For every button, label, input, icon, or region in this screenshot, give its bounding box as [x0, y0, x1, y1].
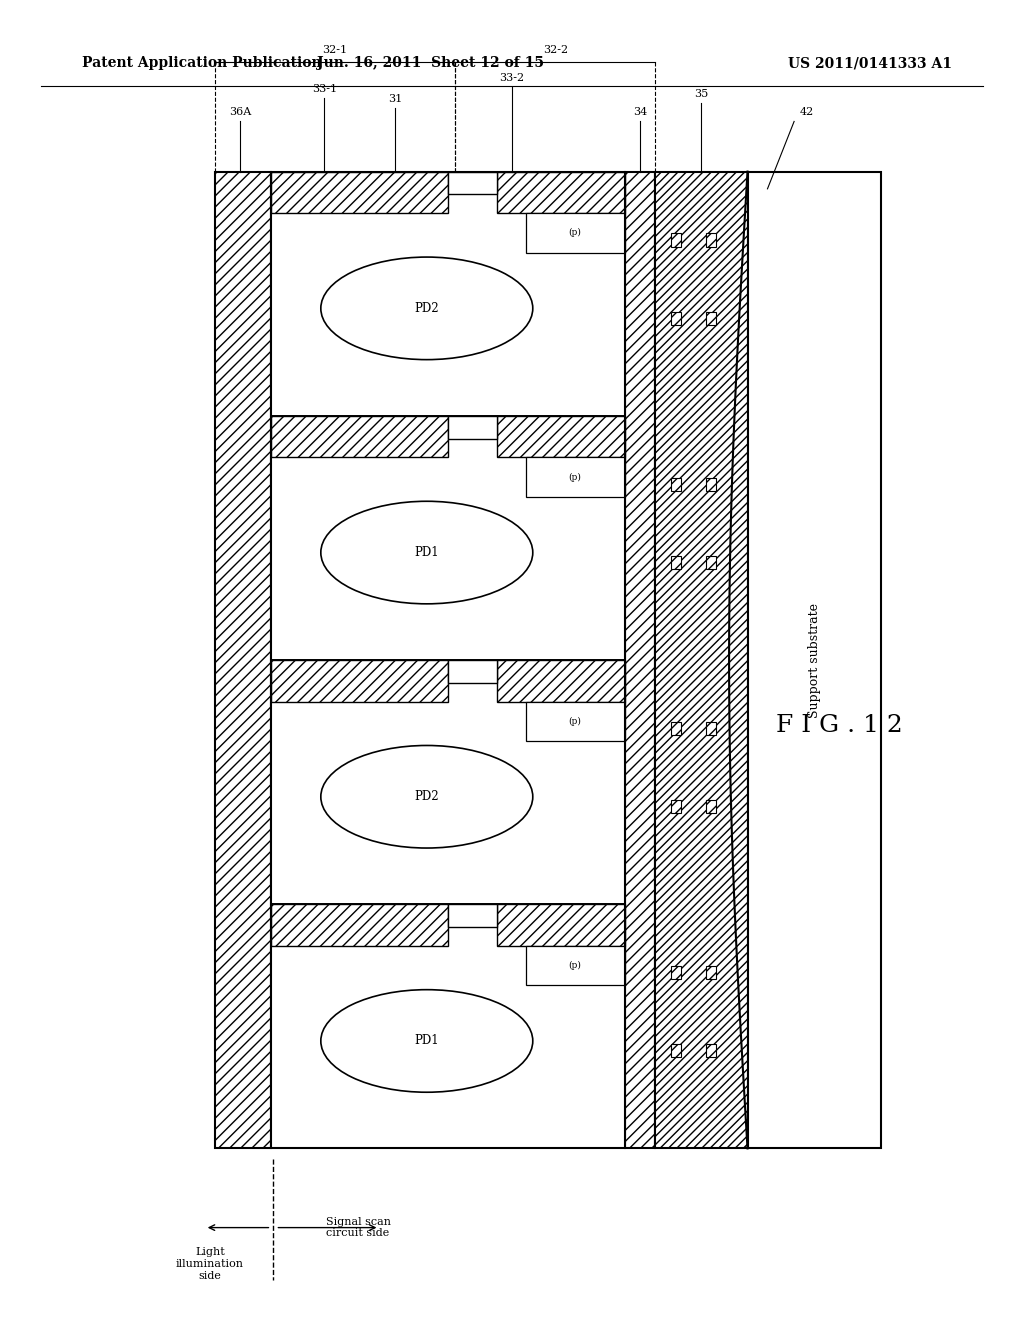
Bar	[271, 904, 625, 1148]
Bar	[271, 172, 625, 416]
Bar	[671, 556, 681, 569]
Bar	[271, 416, 625, 660]
Bar	[271, 416, 449, 457]
Bar	[271, 172, 625, 1148]
Bar	[271, 660, 625, 904]
Text: F I G . 1 2: F I G . 1 2	[776, 714, 903, 738]
Bar	[625, 172, 655, 1148]
Text: 33-1: 33-1	[311, 83, 337, 94]
Text: (p): (p)	[568, 961, 582, 970]
Bar	[671, 478, 681, 491]
Text: 34: 34	[633, 107, 647, 117]
Bar	[449, 904, 498, 927]
Text: 33-2: 33-2	[499, 73, 524, 83]
Bar	[706, 556, 716, 569]
Text: PD1: PD1	[415, 546, 439, 560]
Text: US 2011/0141333 A1: US 2011/0141333 A1	[788, 57, 952, 70]
Ellipse shape	[321, 746, 532, 847]
Bar	[525, 213, 625, 252]
Bar	[706, 966, 716, 979]
Bar	[748, 172, 881, 1148]
Text: PD2: PD2	[415, 302, 439, 315]
Text: PD2: PD2	[415, 791, 439, 804]
Bar	[671, 966, 681, 979]
Ellipse shape	[321, 257, 532, 359]
Text: Light
illumination
side: Light illumination side	[176, 1247, 244, 1280]
Text: 42: 42	[799, 107, 813, 117]
Bar	[449, 172, 498, 194]
Bar	[449, 416, 498, 438]
Bar	[271, 172, 449, 213]
Text: Signal scan
circuit side: Signal scan circuit side	[327, 1217, 391, 1238]
Text: PD1: PD1	[415, 1035, 439, 1048]
Text: Support substrate: Support substrate	[808, 602, 820, 718]
Bar	[215, 172, 271, 1148]
Bar	[498, 416, 625, 457]
Bar	[706, 1044, 716, 1057]
Text: 35: 35	[694, 88, 709, 99]
Bar	[706, 800, 716, 813]
Bar	[498, 660, 625, 701]
Bar	[671, 722, 681, 735]
Bar	[671, 1044, 681, 1057]
Text: (p): (p)	[568, 717, 582, 726]
Text: Jun. 16, 2011  Sheet 12 of 15: Jun. 16, 2011 Sheet 12 of 15	[316, 57, 544, 70]
Bar	[525, 945, 625, 985]
Bar	[498, 172, 625, 213]
Ellipse shape	[321, 502, 532, 603]
Bar	[706, 234, 716, 247]
Text: 36A: 36A	[229, 107, 252, 117]
Bar	[706, 312, 716, 325]
Bar	[271, 904, 449, 945]
Bar	[655, 172, 748, 1148]
Bar	[498, 904, 625, 945]
Bar	[671, 312, 681, 325]
Text: (p): (p)	[568, 473, 582, 482]
Ellipse shape	[321, 990, 532, 1092]
Bar	[525, 457, 625, 496]
Text: 31: 31	[388, 94, 402, 104]
Bar	[449, 660, 498, 682]
Bar	[525, 701, 625, 741]
Text: (p): (p)	[568, 228, 582, 238]
Bar	[706, 722, 716, 735]
Text: 32-1: 32-1	[323, 45, 347, 55]
Text: 32-2: 32-2	[543, 45, 567, 55]
Bar	[671, 800, 681, 813]
Bar	[671, 234, 681, 247]
Bar	[271, 660, 449, 701]
Bar	[706, 478, 716, 491]
Text: Patent Application Publication: Patent Application Publication	[82, 57, 322, 70]
